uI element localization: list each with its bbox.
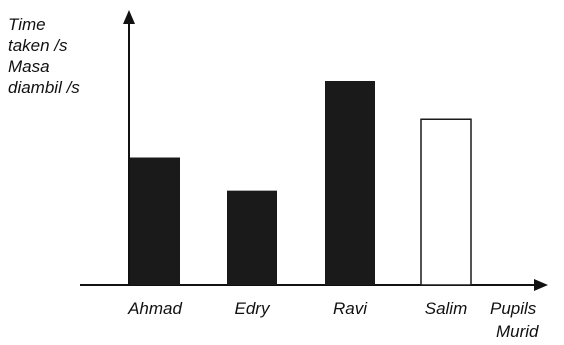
- x-axis-arrow: [534, 279, 548, 291]
- bar-salim: [420, 118, 472, 286]
- x-tick-label: Ahmad: [127, 299, 182, 318]
- y-axis-label-line: taken /s: [8, 36, 68, 55]
- x-tick-label: Edry: [235, 299, 271, 318]
- bar-ravi: [325, 81, 375, 285]
- x-axis-label-line: Murid: [496, 322, 539, 341]
- y-axis-label-line: diambil /s: [8, 78, 80, 97]
- y-axis-label-line: Time: [8, 15, 46, 34]
- y-axis-arrow: [123, 10, 135, 24]
- x-axis-label-line: Pupils: [490, 299, 537, 318]
- bars: [130, 81, 472, 286]
- x-tick-label: Salim: [425, 299, 468, 318]
- bar-edry: [227, 190, 277, 285]
- y-axis-label: Time taken /s Masa diambil /s: [8, 14, 80, 98]
- x-tick-label: Ravi: [333, 299, 368, 318]
- y-axis-label-line: Masa: [8, 57, 50, 76]
- bar-ahmad: [130, 157, 180, 285]
- x-tick-labels: Ahmad Edry Ravi Salim: [127, 299, 467, 318]
